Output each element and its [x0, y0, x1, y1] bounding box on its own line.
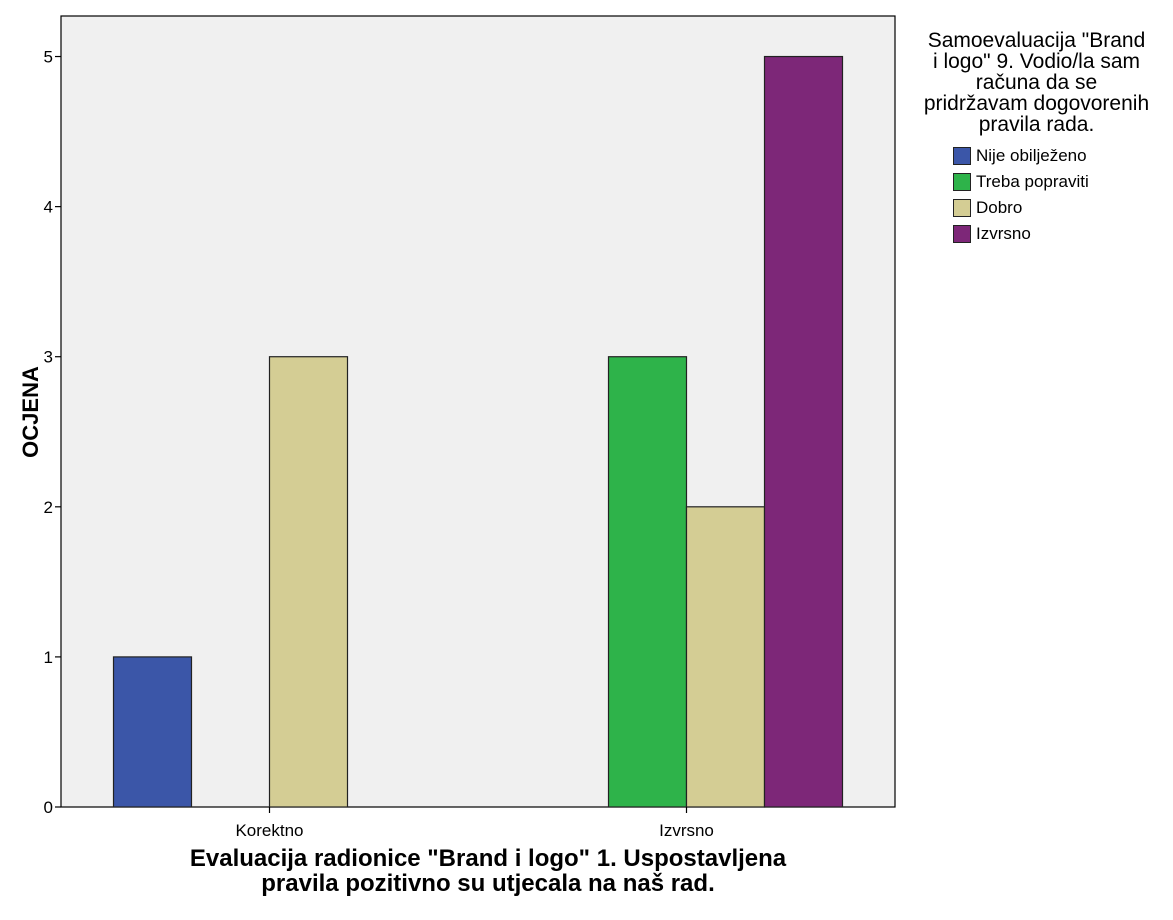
bar [112, 656, 193, 808]
y-tick-label: 2 [44, 498, 53, 517]
x-tick-label: Izvrsno [659, 821, 714, 840]
legend-swatch [953, 225, 971, 243]
legend-label: Treba popraviti [976, 172, 1089, 191]
legend: Samoevaluacija "Brand i logo" 9. Vodio/l… [900, 30, 1173, 247]
legend-label: Nije obilježeno [976, 146, 1087, 165]
legend-swatch [953, 199, 971, 217]
legend-title: Samoevaluacija "Brand i logo" 9. Vodio/l… [923, 29, 1150, 136]
y-tick-label: 4 [44, 198, 53, 217]
x-axis: Korektno Izvrsno [235, 807, 714, 840]
bar [763, 55, 844, 808]
bar [607, 356, 688, 808]
y-axis: 0 1 2 3 4 5 [44, 48, 61, 817]
legend-item: Izvrsno [953, 221, 1173, 247]
legend-item: Nije obilježeno [953, 143, 1173, 169]
legend-item: Treba popraviti [953, 169, 1173, 195]
x-tick-label: Korektno [235, 821, 303, 840]
legend-item: Dobro [953, 195, 1173, 221]
bar [685, 506, 766, 808]
x-axis-label: Evaluacija radionice "Brand i logo" 1. U… [190, 845, 787, 897]
bars-group [112, 55, 844, 808]
legend-label: Dobro [976, 198, 1023, 217]
y-tick-label: 5 [44, 48, 53, 67]
y-axis-label: OCJENA [18, 366, 43, 458]
y-tick-label: 3 [44, 348, 53, 367]
y-tick-label: 1 [44, 648, 53, 667]
legend-swatch [953, 147, 971, 165]
legend-label: Izvrsno [976, 224, 1031, 243]
y-tick-label: 0 [44, 798, 53, 817]
bar [268, 356, 349, 808]
legend-items: Nije obilježeno Treba popraviti Dobro Izvrs… [953, 143, 1173, 247]
legend-swatch [953, 173, 971, 191]
